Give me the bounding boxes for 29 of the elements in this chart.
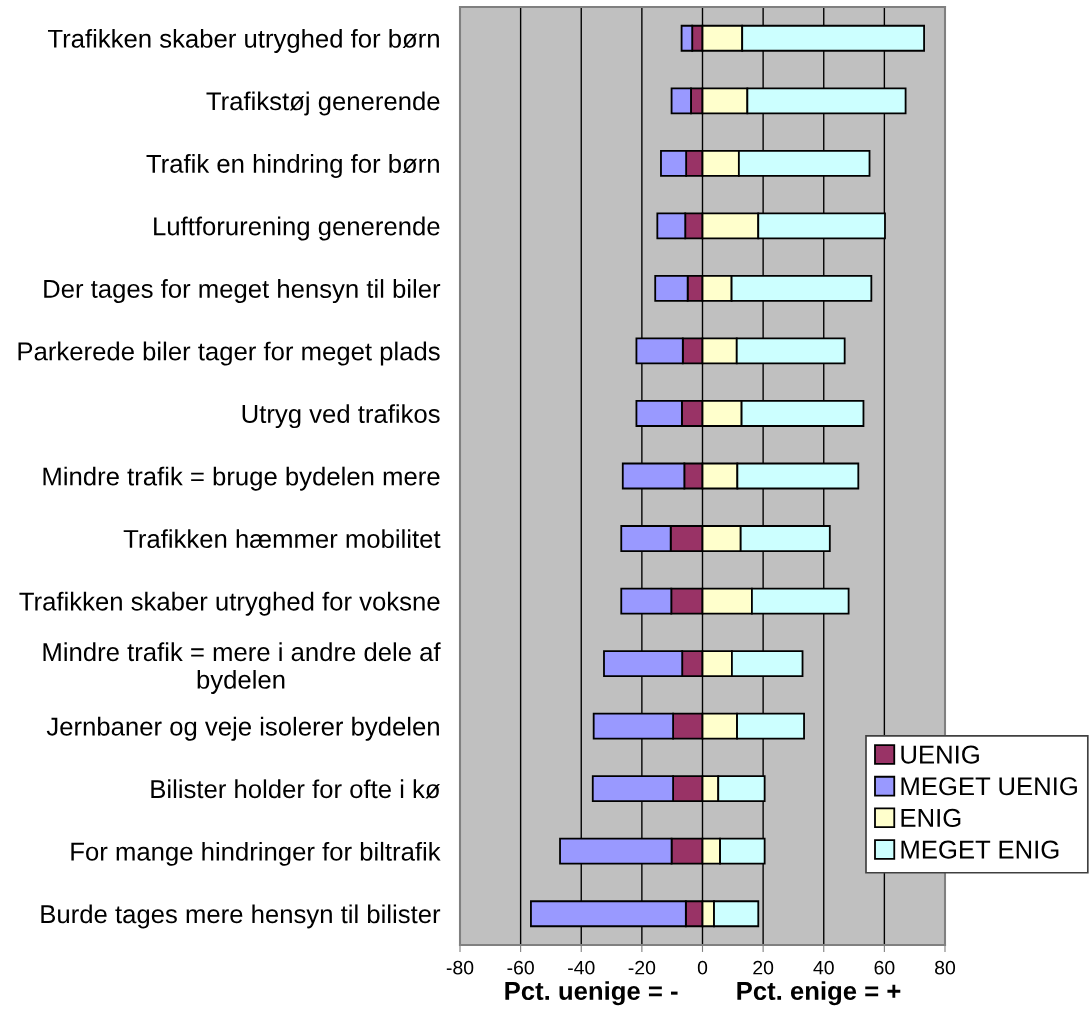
y-tick-label: Mindre trafik = mere i andre dele af bydelen — [43, 642, 441, 694]
y-tick-label: Trafikstøj generende — [206, 91, 440, 116]
y-tick-label: Utryg ved trafikos — [242, 404, 440, 429]
y-tick-label: Bilister holder for ofte i kø — [151, 779, 440, 799]
y-tick-label: Luftforurening generende — [154, 216, 440, 241]
x-tick-label: 80 — [935, 960, 956, 975]
x-tick-label: 20 — [753, 960, 774, 975]
x-tick-label: -80 — [446, 960, 474, 975]
x-tick-label: 40 — [813, 960, 834, 975]
y-tick-label: Trafikken skaber utryghed for børn — [47, 28, 439, 53]
x-tick-label: -40 — [568, 960, 595, 975]
y-tick-label: For mange hindringer for biltrafik — [71, 841, 441, 866]
y-tick-label: Trafikken hæmmer mobilitet — [123, 529, 441, 549]
y-tick-label: Burde tages mere hensyn til bilister — [41, 904, 441, 929]
y-tick-label: Parkerede biler tager for meget plads — [18, 341, 440, 366]
x-axis-title: Pct. uenige = - Pct. enige = + — [505, 981, 901, 1006]
y-tick-label: Jernbaner og veje isolerer bydelen — [46, 716, 439, 741]
legend-label: UENIG — [901, 745, 979, 764]
x-tick-label: 60 — [874, 960, 895, 975]
legend-label: ENIG — [901, 808, 961, 828]
legend-label: MEGET ENIG — [901, 840, 1059, 859]
x-tick-label: -20 — [628, 960, 656, 975]
x-tick-label: 0 — [697, 960, 708, 975]
x-tick-label: -60 — [507, 960, 534, 975]
y-tick-label: Trafik en hindring for børn — [146, 154, 439, 178]
y-tick-label: Der tages for meget hensyn til biler — [44, 279, 441, 304]
y-tick-label: Mindre trafik = bruge bydelen mere — [43, 466, 440, 491]
legend-label: MEGET UENIG — [901, 777, 1077, 796]
y-tick-label: Trafikken skaber utryghed for voksne — [19, 591, 440, 616]
